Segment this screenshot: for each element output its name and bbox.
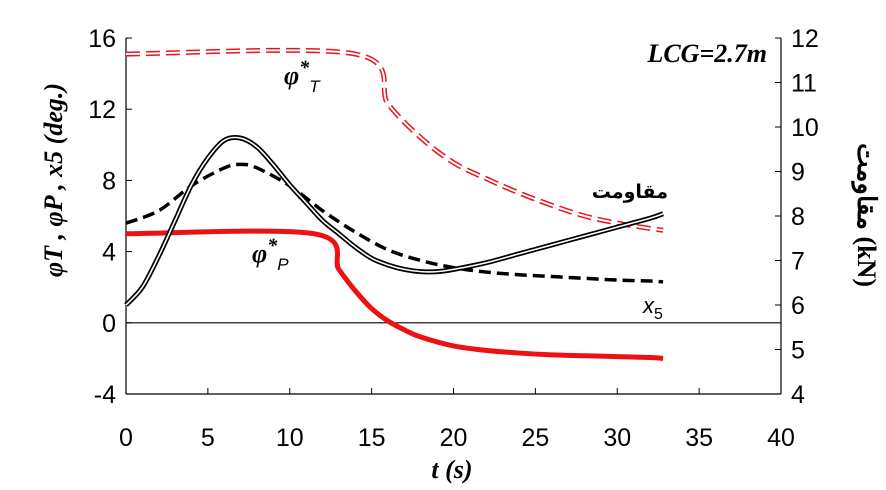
series-group bbox=[124, 47, 664, 361]
phi-p-label: φ*P bbox=[252, 235, 289, 274]
x-tick-label: 20 bbox=[440, 424, 468, 452]
series-phi-t-outer bbox=[125, 47, 664, 233]
x5-sub: 5 bbox=[654, 306, 663, 323]
x5-main: x bbox=[642, 293, 655, 318]
lcg-annotation: LCG=2.7m bbox=[646, 39, 767, 68]
x-tick-label: 10 bbox=[276, 424, 304, 452]
y-left-tick-label: 4 bbox=[102, 239, 116, 267]
y-right-tick-label: 12 bbox=[791, 25, 819, 53]
x-tick-label: 5 bbox=[201, 424, 215, 452]
y-left-tick-label: 12 bbox=[88, 96, 116, 124]
series-phi-p-line bbox=[125, 228, 664, 361]
phi-t-label: φ*T bbox=[284, 57, 321, 96]
x-tick-label: 30 bbox=[603, 424, 631, 452]
x5-label: x5 bbox=[642, 293, 663, 323]
y-axis-left-title-text: φT , φP , x5 (deg.) bbox=[39, 83, 68, 277]
x-tick-label: 25 bbox=[521, 424, 549, 452]
axes-group bbox=[125, 37, 782, 395]
y-axis-right-title-text: مقاومت (kN) bbox=[851, 143, 881, 287]
y-right-tick-label: 9 bbox=[791, 159, 805, 187]
x-tick-label: 0 bbox=[119, 424, 133, 452]
phi-p-main: φ bbox=[252, 239, 267, 268]
x-axis-title: t (s) bbox=[431, 455, 472, 484]
y-left-tick-label: 8 bbox=[102, 167, 116, 195]
phi-t-star: * bbox=[299, 57, 310, 79]
phi-t-main: φ bbox=[284, 61, 299, 90]
x-tick-label: 40 bbox=[767, 424, 795, 452]
y-right-tick-label: 5 bbox=[791, 337, 805, 365]
series-resistance-inner bbox=[125, 136, 664, 306]
y-right-tick-label: 8 bbox=[791, 203, 805, 231]
series-solid-thick-1 bbox=[125, 228, 664, 361]
y-axis-left-title: φT , φP , x5 (deg.) bbox=[39, 83, 68, 277]
y-axis-right-title: مقاومت (kN) bbox=[851, 143, 881, 287]
phi-t-sub: T bbox=[309, 77, 321, 96]
phi-p-sub: P bbox=[277, 255, 289, 274]
y-right-tick-label: 6 bbox=[791, 292, 805, 320]
series-dashed-double-0 bbox=[125, 47, 664, 233]
y-left-tick-label: 16 bbox=[88, 25, 116, 53]
y-right-tick-label: 4 bbox=[791, 381, 805, 409]
x-tick-label: 35 bbox=[685, 424, 713, 452]
y-left-tick-label: -4 bbox=[94, 381, 116, 409]
series-dashed-2 bbox=[125, 162, 664, 284]
phi-p-star: * bbox=[267, 235, 278, 257]
x-tick-label: 15 bbox=[358, 424, 386, 452]
y-right-tick-label: 11 bbox=[791, 70, 817, 98]
resistance-label: مقاومت bbox=[592, 181, 668, 203]
series-double-3 bbox=[124, 134, 664, 307]
y-left-tick-label: 0 bbox=[102, 310, 116, 338]
y-right-tick-label: 7 bbox=[791, 248, 805, 276]
y-right-tick-label: 10 bbox=[791, 114, 819, 142]
series-x5-line bbox=[125, 162, 664, 284]
series-phi-t-inner bbox=[125, 49, 664, 232]
series-resistance-outer bbox=[124, 134, 664, 307]
